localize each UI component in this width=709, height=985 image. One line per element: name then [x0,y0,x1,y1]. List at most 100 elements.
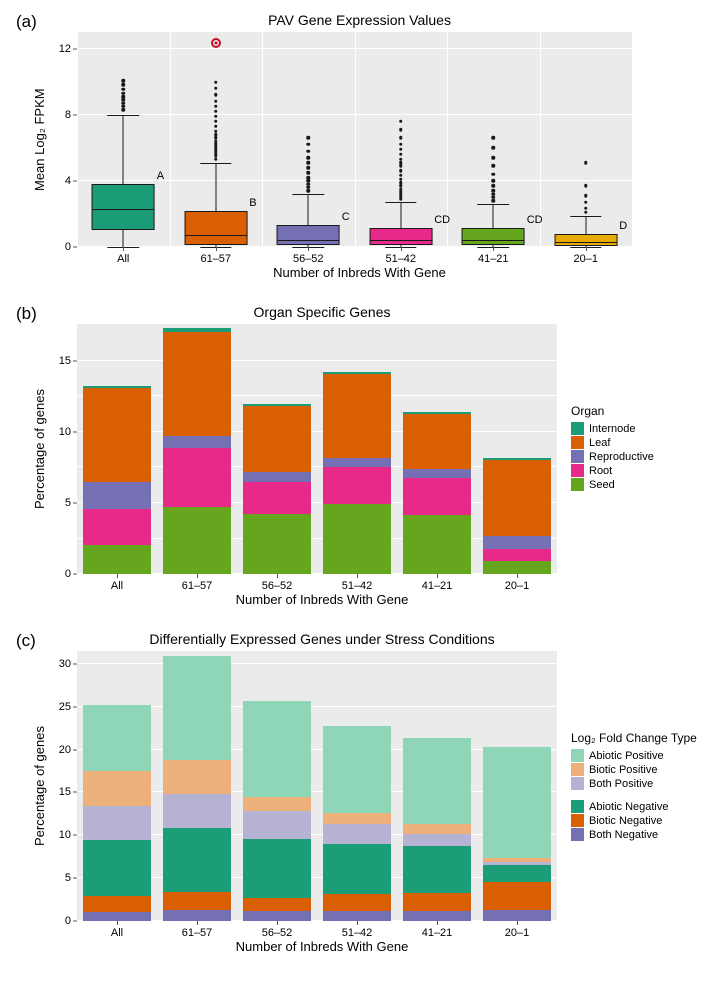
box [462,228,525,245]
outlier-point [584,161,588,165]
panel-b-xlabel: Number of Inbreds With Gene [82,592,562,607]
outlier-point [214,110,218,114]
tick-mark [216,247,217,251]
sig-letter: C [342,211,350,223]
outlier-point [307,161,311,165]
bar-segment [323,894,392,910]
bar-segment [403,414,472,469]
bar-segment [83,388,152,482]
legend-title: Log₂ Fold Change Type [571,731,697,745]
legend-swatch [571,422,584,435]
outlier-point [122,87,126,91]
bar-segment [323,911,392,921]
tick-mark [117,574,118,578]
bar-segment [483,910,552,921]
outlier-point [492,184,496,188]
ytick-label: 12 [59,43,71,55]
boxplot-group: CD [355,32,448,247]
panel-b: (b) Organ Specific Genes Percentage of g… [12,304,697,607]
legend-item: Abiotic Negative [571,800,697,813]
legend-label: Leaf [589,437,610,449]
sig-letter: A [157,170,164,182]
whisker-cap [570,216,601,217]
legend-swatch [571,777,584,790]
legend-item: Both Positive [571,777,697,790]
tick-mark [73,792,77,793]
outlier-point [307,149,311,153]
outlier-point [214,115,218,119]
outlier-point [492,136,496,140]
legend-swatch [571,450,584,463]
bar-segment [323,813,392,824]
bar-segment [483,536,552,549]
ytick-label: 5 [65,872,71,884]
outlier-point [307,143,311,147]
xtick-label: 20–1 [574,253,598,265]
panel-a-plot-row: Mean Log₂ FPKM 04812AAllB61–57C56–52CD51… [12,32,697,247]
legend-item: Biotic Positive [571,763,697,776]
bar-group [163,651,232,921]
panel-c: (c) Differentially Expressed Genes under… [12,631,697,954]
bar-segment [83,771,152,806]
outlier-point [492,179,496,183]
tick-mark [357,574,358,578]
outlier-point [214,139,218,143]
box [184,211,247,244]
outlier-point [307,171,311,175]
outlier-point [214,136,218,140]
bar-segment [83,912,152,921]
whisker-cap [478,204,509,205]
bar-segment [403,834,472,846]
tick-mark [73,706,77,707]
box [369,228,432,245]
panel-b-plot-row: Percentage of genes 051015All61–5756–525… [12,324,697,574]
bar-segment [163,892,232,910]
bar-segment [323,726,392,813]
bar-group [83,651,152,921]
xtick-label: 41–21 [422,927,453,939]
tick-mark [73,431,77,432]
bar-segment [403,469,472,478]
outlier-point [492,196,496,200]
outlier-point [399,161,403,165]
ytick-label: 0 [65,241,71,253]
outlier-point [307,156,311,160]
panel-c-legend: Log₂ Fold Change Type Abiotic PositiveBio… [557,731,697,842]
outlier-point [399,181,403,185]
box [92,184,155,230]
outlier-point [214,81,218,85]
legend-swatch [571,464,584,477]
legend-swatch [571,763,584,776]
tick-mark [357,921,358,925]
bar-segment [403,515,472,574]
tick-mark [73,878,77,879]
outlier-point [214,158,218,162]
outlier-point [492,192,496,196]
bar-segment [163,760,232,794]
whisker-cap [385,202,416,203]
xtick-label: 56–52 [262,580,293,592]
bar-segment [323,372,392,375]
outlier-point [122,101,126,105]
panel-b-ylabel: Percentage of genes [32,324,47,574]
bar-segment [243,404,312,406]
bar-segment [243,811,312,838]
bar-group [163,324,232,574]
median-line [277,240,340,241]
outlier-point [399,173,403,177]
outlier-point [307,166,311,170]
bar-segment [403,738,472,824]
bar-segment [163,328,232,332]
outlier-point [307,189,311,193]
bar-segment [483,460,552,536]
panel-a-xlabel: Number of Inbreds With Gene [82,265,637,280]
outlier-point [492,164,496,168]
legend-label: Seed [589,479,615,491]
xtick-label: 61–57 [182,580,213,592]
legend-item: Abiotic Positive [571,749,697,762]
sig-letter: D [619,220,627,232]
bar-segment [243,797,312,812]
tick-mark [517,574,518,578]
outlier-point [399,158,403,162]
outlier-point [122,79,126,83]
